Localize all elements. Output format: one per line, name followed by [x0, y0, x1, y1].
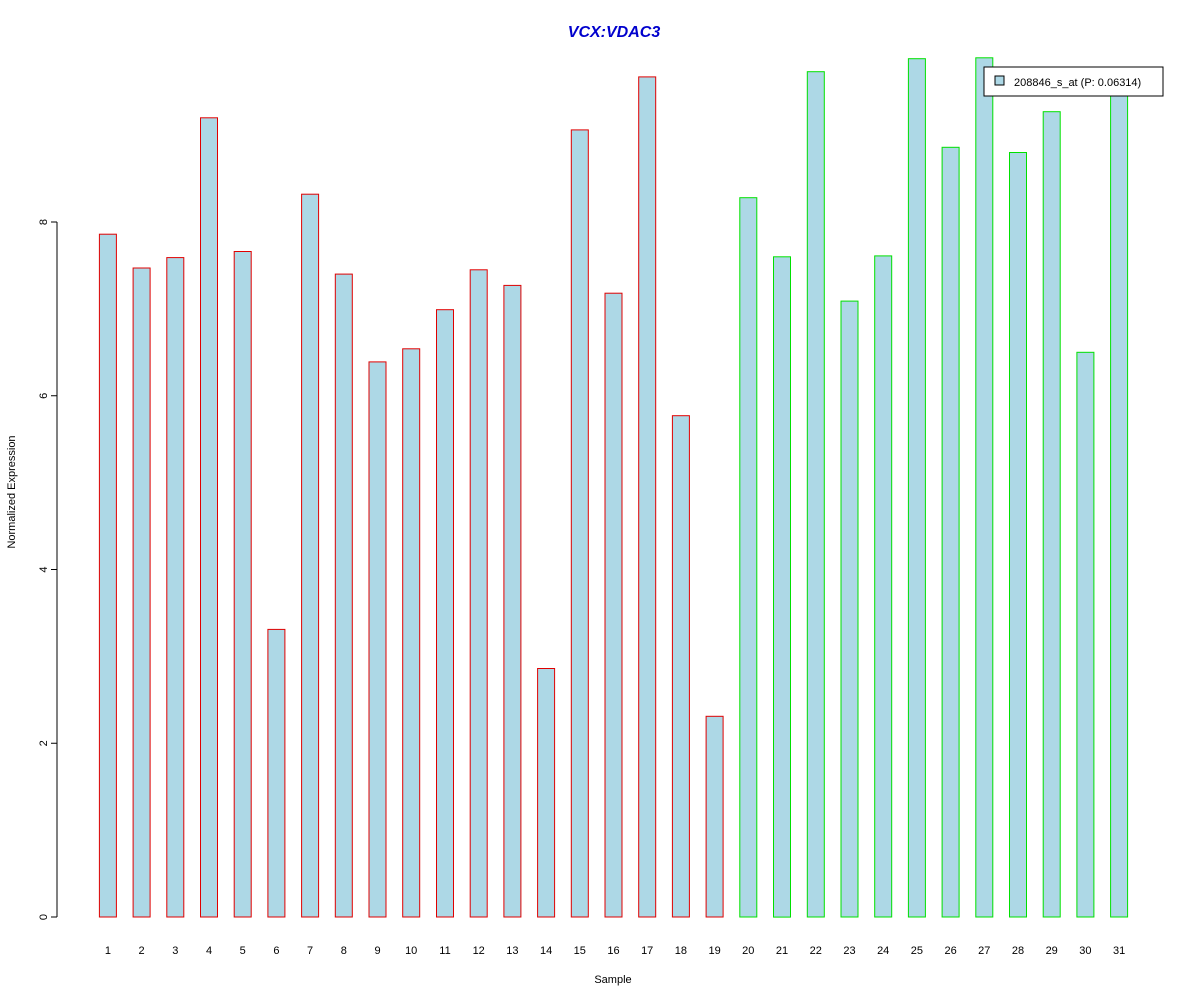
bar-sample-13 [503, 284, 522, 918]
bar-sample-17 [638, 76, 657, 918]
x-tick-label: 25 [911, 945, 923, 957]
x-tick-label: 17 [641, 945, 653, 957]
bar-sample-21 [773, 256, 791, 918]
x-tick-label: 30 [1079, 945, 1091, 957]
x-tick-label: 29 [1046, 945, 1058, 957]
bar-sample-30 [1076, 351, 1095, 918]
bar-sample-12 [469, 269, 488, 918]
x-tick-label: 26 [944, 945, 956, 957]
bar-sample-31 [1110, 77, 1129, 918]
bar-sample-9 [368, 361, 387, 918]
x-tick-label: 24 [877, 945, 889, 957]
x-tick-label: 1 [105, 945, 111, 957]
y-tick-label: 2 [38, 740, 50, 746]
x-tick-label: 31 [1113, 945, 1125, 957]
y-tick-label: 6 [38, 393, 50, 399]
x-tick-label: 11 [439, 945, 450, 957]
legend-swatch [994, 75, 1005, 86]
bar-sample-26 [941, 146, 960, 918]
y-axis: 0 2 4 6 8 [38, 219, 58, 920]
bar-sample-14 [537, 668, 556, 918]
bar-sample-10 [402, 348, 421, 918]
x-tick-label: 18 [675, 945, 687, 957]
bar-sample-20 [739, 197, 758, 918]
bar-sample-3 [166, 257, 185, 918]
bar-sample-23 [840, 300, 859, 918]
x-tick-label: 16 [607, 945, 619, 957]
legend-label: 208846_s_at (P: 0.06314) [1014, 77, 1141, 89]
y-tick-label: 4 [38, 566, 50, 572]
x-tick-label: 4 [206, 945, 212, 957]
x-tick-label: 22 [810, 945, 822, 957]
bar-sample-24 [874, 255, 893, 918]
bar-sample-19 [705, 715, 724, 918]
x-axis-label: Sample [594, 974, 631, 986]
bar-sample-2 [132, 267, 151, 918]
x-tick-label: 8 [341, 945, 347, 957]
bar-sample-22 [806, 71, 825, 918]
x-axis: 1 2 3 4 5 6 7 8 9 10 11 12 13 14 15 16 17 18 19 20 21 22 23 24 2… [105, 945, 1125, 957]
x-tick-label: 19 [708, 945, 720, 957]
chart-title: VCX:VDAC3 [568, 24, 661, 41]
y-tick-label: 0 [38, 914, 50, 920]
bar-sample-4 [200, 117, 218, 918]
x-tick-label: 2 [139, 945, 145, 957]
x-tick-label: 14 [540, 945, 552, 957]
bar-sample-7 [301, 193, 320, 918]
x-tick-label: 23 [843, 945, 855, 957]
bar-sample-25 [907, 58, 926, 918]
bar-sample-15 [570, 129, 589, 918]
x-tick-label: 9 [374, 945, 380, 957]
x-tick-label: 5 [240, 945, 246, 957]
legend-box [983, 66, 1164, 97]
bar-sample-6 [267, 628, 286, 918]
x-tick-label: 7 [307, 945, 313, 957]
bar-sample-11 [436, 309, 454, 918]
x-tick-label: 28 [1012, 945, 1024, 957]
bar-sample-18 [671, 415, 690, 918]
x-tick-label: 27 [978, 945, 990, 957]
x-tick-label: 6 [273, 945, 279, 957]
x-tick-label: 3 [172, 945, 178, 957]
bar-sample-1 [98, 233, 117, 918]
bar-sample-8 [334, 273, 353, 918]
bar-sample-16 [604, 292, 623, 918]
bars-layer [98, 57, 1129, 918]
bar-sample-29 [1042, 111, 1061, 918]
bar-sample-27 [975, 57, 994, 918]
bar-sample-5 [233, 251, 252, 918]
x-tick-label: 21 [776, 945, 788, 957]
y-tick-label: 8 [38, 219, 50, 225]
legend: 208846_s_at (P: 0.06314) [983, 66, 1164, 97]
x-tick-label: 13 [506, 945, 518, 957]
x-tick-label: 15 [574, 945, 586, 957]
x-tick-label: 10 [405, 945, 417, 957]
x-tick-label: 20 [742, 945, 754, 957]
bar-sample-28 [1009, 152, 1027, 918]
y-axis-label: Normalized Expression [6, 435, 18, 548]
x-tick-label: 12 [473, 945, 485, 957]
